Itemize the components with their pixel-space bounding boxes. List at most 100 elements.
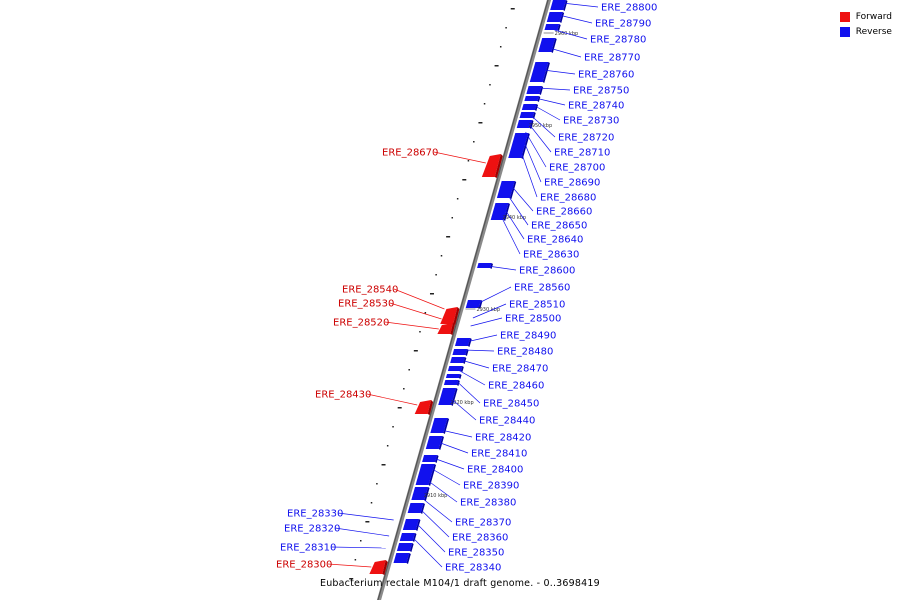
reverse-gene-edge <box>509 181 517 199</box>
legend: Forward Reverse <box>839 9 892 39</box>
reverse-gene-block <box>529 62 549 82</box>
leader-line <box>538 87 571 91</box>
reverse-gene-label: ERE_28500 <box>505 314 561 325</box>
tick-label: 2960 kbp <box>555 31 579 37</box>
leader-line <box>501 216 521 255</box>
track-mark <box>446 236 451 238</box>
reverse-gene-label: ERE_28370 <box>455 518 511 529</box>
reverse-gene-label: ERE_28740 <box>568 101 624 112</box>
leader-line <box>558 14 593 24</box>
leader-line <box>389 302 442 320</box>
reverse-gene-label: ERE_28340 <box>445 563 501 574</box>
leader-line <box>450 397 477 421</box>
leader-line <box>523 139 542 183</box>
reverse-gene-block <box>477 263 492 268</box>
track-mark <box>419 331 421 333</box>
forward-gene-label: ERE_28540 <box>342 285 398 296</box>
reverse-gene-edge <box>451 388 458 406</box>
leader-line <box>520 149 538 198</box>
reverse-gene-block <box>524 96 539 101</box>
reverse-gene-label: ERE_28380 <box>460 498 516 509</box>
reverse-gene-label: ERE_28600 <box>519 266 575 277</box>
track-mark <box>456 198 459 200</box>
reverse-gene-edge <box>460 366 464 372</box>
forward-gene-edge <box>427 400 434 415</box>
reverse-gene-label: ERE_28310 <box>280 543 336 554</box>
reverse-gene-edge <box>463 357 467 364</box>
reverse-gene-block <box>450 357 465 363</box>
track-mark <box>408 369 410 371</box>
reverse-gene-label: ERE_28440 <box>479 416 535 427</box>
reverse-gene-edge <box>490 263 493 269</box>
track-mark <box>462 179 467 181</box>
reverse-gene-edge <box>409 543 414 552</box>
reverse-gene-edge <box>467 338 472 347</box>
reverse-gene-edge <box>443 418 450 434</box>
reverse-gene-edge <box>412 533 417 542</box>
leader-line <box>455 379 481 404</box>
forward-gene-label: ERE_28530 <box>338 299 394 310</box>
reverse-gene-label: ERE_28480 <box>497 347 553 358</box>
reverse-gene-block <box>550 0 566 10</box>
forward-gene-label: ERE_28300 <box>276 560 332 571</box>
track-mark <box>483 103 486 105</box>
forward-gene-label: ERE_28520 <box>333 318 389 329</box>
reverse-gene-edge <box>428 464 437 486</box>
track-mark <box>365 521 370 523</box>
leader-line <box>457 369 486 386</box>
reverse-gene-block <box>399 533 415 541</box>
reverse-gene-label: ERE_28640 <box>527 235 583 246</box>
leader-line <box>337 512 394 521</box>
track-mark <box>451 217 454 219</box>
track-mark <box>473 141 475 143</box>
leader-line <box>525 131 547 168</box>
reverse-gene-label: ERE_28710 <box>554 148 610 159</box>
reverse-gene-block <box>526 86 542 94</box>
track-mark <box>478 122 483 124</box>
track-mark <box>360 540 362 542</box>
reverse-gene-label: ERE_28400 <box>467 465 523 476</box>
tick-label: 2920 kbp <box>450 400 474 406</box>
tick-label: 2950 kbp <box>529 123 553 129</box>
leader-line <box>562 2 599 8</box>
leader-line <box>470 317 503 327</box>
reverse-gene-label: ERE_28420 <box>475 433 531 444</box>
reverse-gene-edge <box>557 24 561 31</box>
leader-line <box>393 288 445 310</box>
reverse-gene-label: ERE_28650 <box>531 221 587 232</box>
reverse-gene-block <box>445 374 461 378</box>
reverse-gene-edge <box>420 503 425 514</box>
reverse-gene-label: ERE_28690 <box>544 178 600 189</box>
leader-line <box>549 47 582 58</box>
track-mark <box>386 445 389 447</box>
reverse-gene-block <box>516 120 532 128</box>
reverse-gene-edge <box>478 300 483 309</box>
track-mark <box>435 274 437 276</box>
track-mark <box>440 255 443 257</box>
reverse-gene-label: ERE_28700 <box>549 163 605 174</box>
reverse-gene-block <box>422 455 438 462</box>
reverse-gene-label: ERE_28330 <box>287 509 343 520</box>
track-mark <box>413 350 418 352</box>
reverse-gene-edge <box>406 553 411 564</box>
reverse-gene-edge <box>559 12 565 23</box>
reverse-swatch <box>839 26 850 37</box>
reverse-gene-label: ERE_28660 <box>536 207 592 218</box>
reverse-gene-block <box>490 203 509 220</box>
tick-label: 2910 kbp <box>424 493 448 499</box>
leader-line <box>430 467 461 486</box>
reverse-gene-label: ERE_28630 <box>523 250 579 261</box>
reverse-gene-edge <box>458 374 462 379</box>
reverse-gene-edge <box>563 0 568 11</box>
reverse-gene-label: ERE_28390 <box>463 481 519 492</box>
leader-line <box>466 334 498 343</box>
track-mark <box>397 407 402 409</box>
reverse-gene-block <box>546 12 563 22</box>
reverse-gene-block <box>508 133 529 158</box>
leader-line <box>327 563 372 568</box>
leader-line <box>533 104 561 121</box>
reverse-gene-block <box>407 503 424 513</box>
reverse-gene-label: ERE_28800 <box>601 3 657 14</box>
track-mark <box>499 46 502 48</box>
track-mark <box>370 502 373 504</box>
